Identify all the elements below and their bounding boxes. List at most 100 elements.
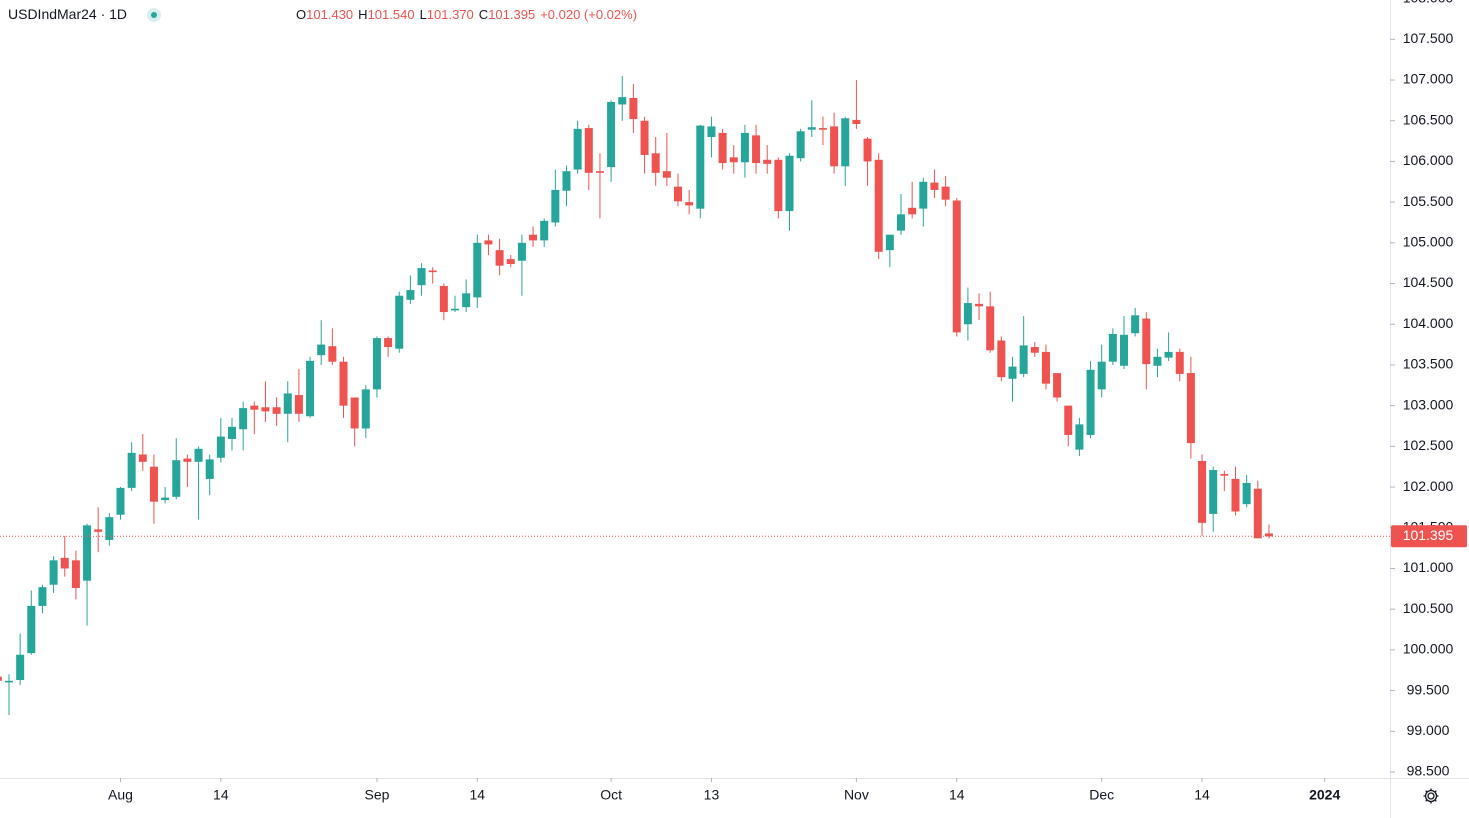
y-tick-label: 100.500	[1403, 600, 1454, 616]
x-tick-label: Oct	[600, 787, 622, 803]
candle-body	[306, 360, 315, 417]
candle-body	[138, 454, 147, 462]
candle-body	[194, 448, 203, 462]
y-tick-label: 103.500	[1403, 356, 1454, 372]
candle-body	[1108, 334, 1117, 362]
x-tick-label: Sep	[364, 787, 389, 803]
candle-body	[462, 293, 471, 308]
candle-body	[1231, 478, 1240, 512]
candle-body	[841, 118, 850, 167]
candle-body	[317, 344, 326, 356]
candle-body	[38, 587, 47, 606]
candle-body	[71, 560, 80, 588]
candle-body	[506, 259, 515, 265]
candle-body	[361, 389, 370, 429]
candle-body	[484, 240, 493, 245]
candle-body	[1153, 356, 1162, 366]
readout-value: 101.540	[367, 6, 415, 22]
candle-body	[640, 120, 649, 155]
candle-body	[1209, 469, 1218, 514]
candle-body	[495, 250, 504, 266]
candle-body	[1041, 351, 1050, 384]
candle-body	[1097, 361, 1106, 390]
candle-body	[930, 182, 939, 190]
candle-body	[662, 171, 671, 178]
readout-value: 101.395	[488, 6, 536, 22]
candle-body	[350, 397, 359, 429]
candle-body	[785, 155, 794, 212]
x-tick-label: 14	[470, 787, 486, 803]
candle-body	[1175, 351, 1184, 374]
x-tick-label: 13	[704, 787, 720, 803]
symbol-title: USDIndMar24 · 1D	[8, 6, 128, 22]
candle-body	[205, 459, 214, 479]
x-tick-label: 14	[1194, 787, 1210, 803]
candle-body	[763, 159, 772, 164]
x-tick-label: Aug	[108, 787, 133, 803]
candle-body	[1064, 405, 1073, 435]
candle-body	[339, 361, 348, 406]
x-tick-label: Dec	[1089, 787, 1114, 803]
candle-body	[830, 126, 839, 167]
last-price-tag	[1391, 525, 1467, 548]
x-tick-label: 14	[949, 787, 965, 803]
candle-body	[1030, 347, 1039, 353]
candle-body	[885, 234, 894, 251]
candle-body	[1142, 318, 1151, 365]
candle-body	[629, 97, 638, 120]
candle-body	[1164, 351, 1173, 358]
y-tick-label: 100.000	[1403, 641, 1454, 657]
candle-body	[941, 186, 950, 200]
candle-body	[1253, 488, 1262, 539]
candle-body	[406, 290, 415, 300]
candle-body	[740, 132, 749, 163]
candle-body	[595, 171, 604, 173]
gear-hub	[1427, 792, 1435, 800]
candle-body	[328, 346, 337, 362]
gear-teeth	[1423, 788, 1439, 804]
x-tick-label: 14	[213, 787, 229, 803]
candle-body	[1264, 533, 1273, 537]
candle-body	[451, 308, 459, 311]
readout-key: O	[296, 6, 307, 22]
candle-body	[651, 153, 660, 173]
candle-body	[818, 128, 827, 130]
candle-body	[952, 200, 961, 333]
candle-body	[1220, 474, 1229, 476]
candle-body	[250, 405, 259, 410]
candle-body	[540, 220, 549, 241]
y-tick-label: 102.000	[1403, 478, 1454, 494]
candle-body	[551, 189, 560, 223]
candle-body	[729, 157, 738, 163]
y-tick-label: 99.000	[1407, 722, 1450, 738]
x-tick-label: Nov	[844, 787, 869, 803]
candle-body	[529, 234, 538, 241]
market-status-dot[interactable]	[147, 8, 161, 22]
candle-body	[696, 125, 705, 209]
y-tick-label: 104.000	[1403, 315, 1454, 331]
candle-body	[975, 303, 984, 307]
candle-body	[573, 128, 582, 170]
candle-body	[874, 159, 883, 252]
y-tick-label: 105.000	[1403, 234, 1454, 250]
candle-body	[1242, 482, 1251, 505]
candle-body	[796, 131, 805, 159]
settings-button[interactable]	[1423, 788, 1439, 804]
candle-body	[60, 557, 69, 569]
candle-body	[718, 132, 727, 164]
candle-body	[618, 97, 627, 105]
candle-body	[384, 338, 393, 348]
candle-body	[94, 529, 103, 532]
candle-body	[83, 525, 92, 581]
candle-body	[1053, 373, 1062, 398]
candle-body	[517, 242, 526, 261]
candle-body	[986, 306, 995, 351]
plot-area	[0, 75, 1273, 715]
candle-body	[116, 487, 125, 515]
candle-body	[27, 605, 36, 654]
y-tick-label: 103.000	[1403, 396, 1454, 412]
y-tick-label: 105.500	[1403, 193, 1454, 209]
y-tick-label: 101.000	[1403, 559, 1454, 575]
